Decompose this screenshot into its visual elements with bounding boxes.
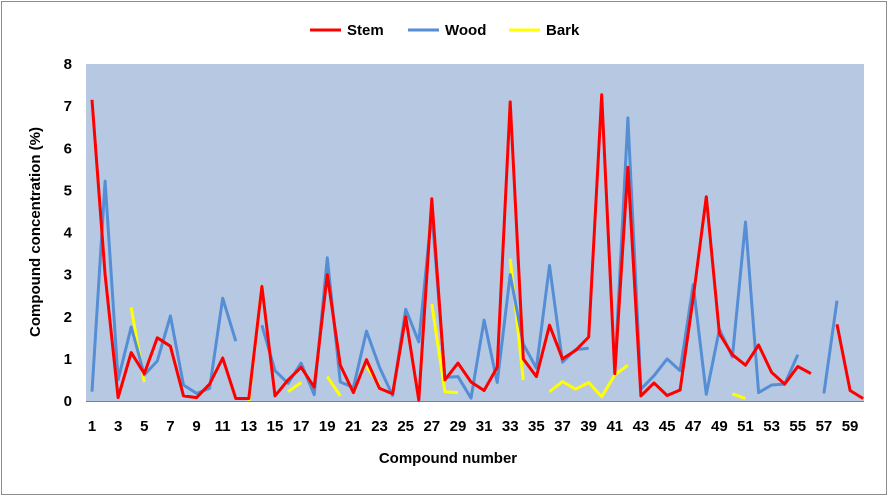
x-tick-label: 51 [737, 418, 754, 435]
x-tick-label: 35 [528, 418, 545, 435]
x-tick-label: 39 [580, 418, 597, 435]
x-tick-label: 57 [816, 418, 833, 435]
x-tick-label: 37 [554, 418, 571, 435]
x-tick-label: 53 [763, 418, 780, 435]
x-tick-label: 45 [659, 418, 676, 435]
x-tick-label: 7 [166, 418, 174, 435]
series-line [613, 116, 800, 396]
y-tick-label: 4 [64, 225, 73, 242]
legend-label-wood: Wood [445, 22, 486, 39]
x-tick-label: 29 [450, 418, 467, 435]
series-line [822, 300, 839, 394]
x-tick-label: 41 [606, 418, 623, 435]
series-line [430, 303, 459, 395]
y-axis-title: Compound concentration (%) [27, 127, 44, 337]
y-tick-label: 1 [64, 351, 72, 368]
x-tick-label: 23 [371, 418, 388, 435]
series-line [835, 324, 864, 400]
x-tick-label: 9 [192, 418, 200, 435]
x-tick-label: 17 [293, 418, 310, 435]
series-stem [90, 93, 864, 402]
series-line [326, 375, 342, 397]
legend: Stem Wood Bark [310, 22, 580, 39]
y-tick-label: 7 [64, 98, 72, 115]
x-tick-label: 15 [267, 418, 284, 435]
x-axis-title: Compound number [379, 450, 517, 467]
x-tick-label: 21 [345, 418, 362, 435]
y-tick-label: 5 [64, 182, 72, 199]
x-axis: 1 3 5 7 9 11 13 15 17 19 21 23 25 27 29 31 33 35 37 39 41 43 4… [86, 401, 864, 435]
series-line [90, 179, 238, 395]
legend-label-bark: Bark [546, 22, 580, 39]
y-tick-label: 8 [64, 56, 72, 73]
x-tick-label: 13 [240, 418, 257, 435]
x-tick-label: 3 [114, 418, 122, 435]
y-axis: 0 1 2 3 4 5 6 7 8 [64, 56, 73, 410]
y-tick-label: 2 [64, 309, 72, 326]
legend-label-stem: Stem [347, 22, 384, 39]
x-tick-label: 31 [476, 418, 493, 435]
x-tick-label: 49 [711, 418, 728, 435]
y-tick-label: 3 [64, 267, 72, 284]
x-tick-label: 59 [842, 418, 859, 435]
y-tick-label: 6 [64, 140, 72, 157]
x-tick-label: 33 [502, 418, 519, 435]
y-tick-label: 0 [64, 393, 72, 410]
series-line [287, 381, 302, 393]
x-tick-label: 47 [685, 418, 702, 435]
x-tick-label: 43 [633, 418, 650, 435]
x-tick-label: 1 [88, 418, 96, 435]
x-tick-label: 11 [215, 418, 231, 435]
series-line [731, 392, 747, 400]
x-tick-label: 25 [397, 418, 414, 435]
series-line [90, 93, 812, 402]
x-tick-label: 5 [140, 418, 148, 435]
series-layer [90, 93, 864, 402]
x-tick-label: 55 [789, 418, 806, 435]
x-tick-label: 27 [423, 418, 440, 435]
x-tick-label: 19 [319, 418, 336, 435]
